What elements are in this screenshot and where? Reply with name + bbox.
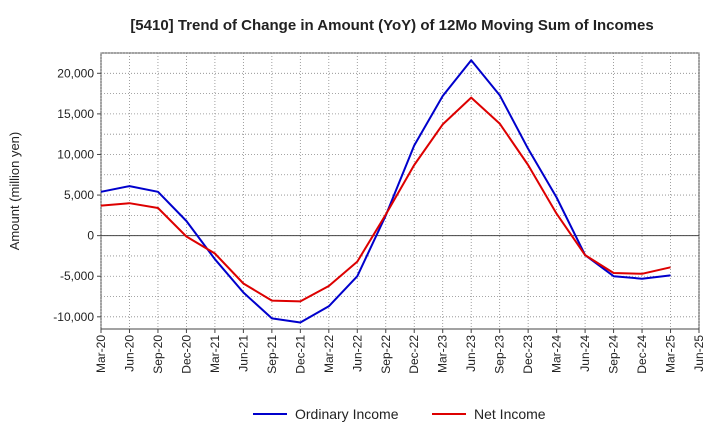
- x-tick-label: Jun-22: [350, 335, 364, 372]
- x-tick-label: Mar-23: [436, 335, 450, 373]
- y-tick-label: -10,000: [53, 310, 94, 324]
- legend-label: Net Income: [474, 406, 546, 422]
- y-tick-label: 20,000: [57, 66, 94, 80]
- x-tick-label: Sep-22: [379, 335, 393, 374]
- series-group: [100, 96, 671, 303]
- x-axis-ticks: Mar-20 Jun-20 Sep-20 Dec-20 Mar-21 Jun-21 Sep-…: [94, 329, 706, 374]
- x-tick-label: Jun-25: [692, 335, 706, 372]
- y-tick-label: -5,000: [60, 269, 94, 283]
- x-tick-label: Jun-20: [122, 335, 136, 372]
- x-tick-label: Mar-25: [664, 335, 678, 373]
- y-tick-label: 5,000: [64, 188, 94, 202]
- x-tick-label: Jun-21: [236, 335, 250, 372]
- x-tick-label: Sep-20: [151, 335, 165, 374]
- y-tick-label: 0: [87, 229, 94, 243]
- x-tick-label: Sep-23: [493, 335, 507, 374]
- series-lines: [100, 59, 671, 324]
- legend: Ordinary Income Net Income: [253, 406, 546, 422]
- chart-title: [5410] Trend of Change in Amount (YoY) o…: [130, 17, 653, 34]
- x-tick-label: Mar-22: [322, 335, 336, 373]
- x-tick-label: Mar-21: [208, 335, 222, 373]
- x-tick-label: Sep-21: [265, 335, 279, 374]
- x-tick-label: Dec-23: [521, 335, 535, 374]
- x-tick-label: Sep-24: [607, 335, 621, 374]
- x-tick-label: Dec-24: [635, 335, 649, 374]
- legend-label: Ordinary Income: [295, 406, 399, 422]
- x-tick-label: Mar-20: [94, 335, 108, 373]
- x-tick-label: Dec-22: [407, 335, 421, 374]
- x-tick-label: Jun-24: [578, 335, 592, 372]
- x-tick-label: Dec-20: [179, 335, 193, 374]
- x-tick-label: Mar-24: [550, 335, 564, 373]
- y-tick-label: 15,000: [57, 107, 94, 121]
- x-tick-label: Dec-21: [293, 335, 307, 374]
- y-axis-label: Amount (million yen): [7, 132, 22, 251]
- y-axis-ticks: -10,000 -5,000 0 5,000 10,000 15,000 20,000: [53, 66, 101, 324]
- series-line-net-income: [100, 96, 671, 303]
- y-tick-label: 10,000: [57, 147, 94, 161]
- x-tick-label: Jun-23: [464, 335, 478, 372]
